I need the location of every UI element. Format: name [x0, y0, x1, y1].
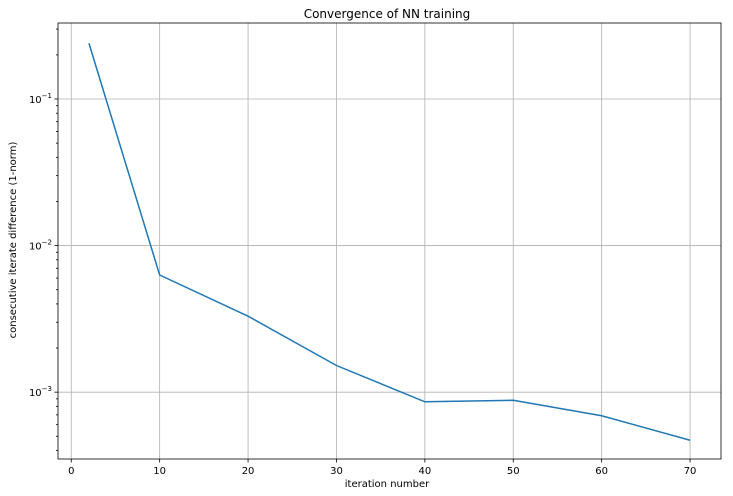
x-tick-label: 30: [330, 466, 343, 477]
y-tick-label-base: 10: [29, 388, 42, 399]
x-axis: 0 10 20 30 40 50 60 70: [68, 459, 696, 477]
x-tick-label: 10: [153, 466, 166, 477]
plot-frame: [57, 22, 722, 460]
series-line: [88, 43, 691, 441]
grid: [58, 23, 721, 459]
x-axis-label: iteration number: [345, 479, 430, 490]
y-axis-label: consecutive iterate difference (1-norm): [8, 142, 19, 339]
y-tick-label-exponent: −2: [42, 239, 52, 247]
y-tick-label-base: 10: [29, 95, 42, 106]
x-tick-label: 40: [418, 466, 431, 477]
chart-title: Convergence of NN training: [304, 7, 471, 21]
y-axis: 10−110−210−3: [29, 28, 58, 451]
x-tick-label: 20: [242, 466, 255, 477]
y-tick-label: 10−3: [29, 385, 52, 399]
y-tick-label-base: 10: [29, 242, 42, 253]
y-tick-label: 10−1: [29, 92, 52, 106]
x-tick-label: 70: [684, 466, 697, 477]
x-tick-label: 60: [595, 466, 608, 477]
x-tick-label: 0: [68, 466, 74, 477]
y-tick-label: 10−2: [29, 239, 52, 253]
y-tick-label-exponent: −1: [42, 92, 52, 100]
x-tick-label: 50: [507, 466, 520, 477]
series-layer: [88, 43, 691, 441]
y-tick-label-exponent: −3: [42, 385, 52, 393]
